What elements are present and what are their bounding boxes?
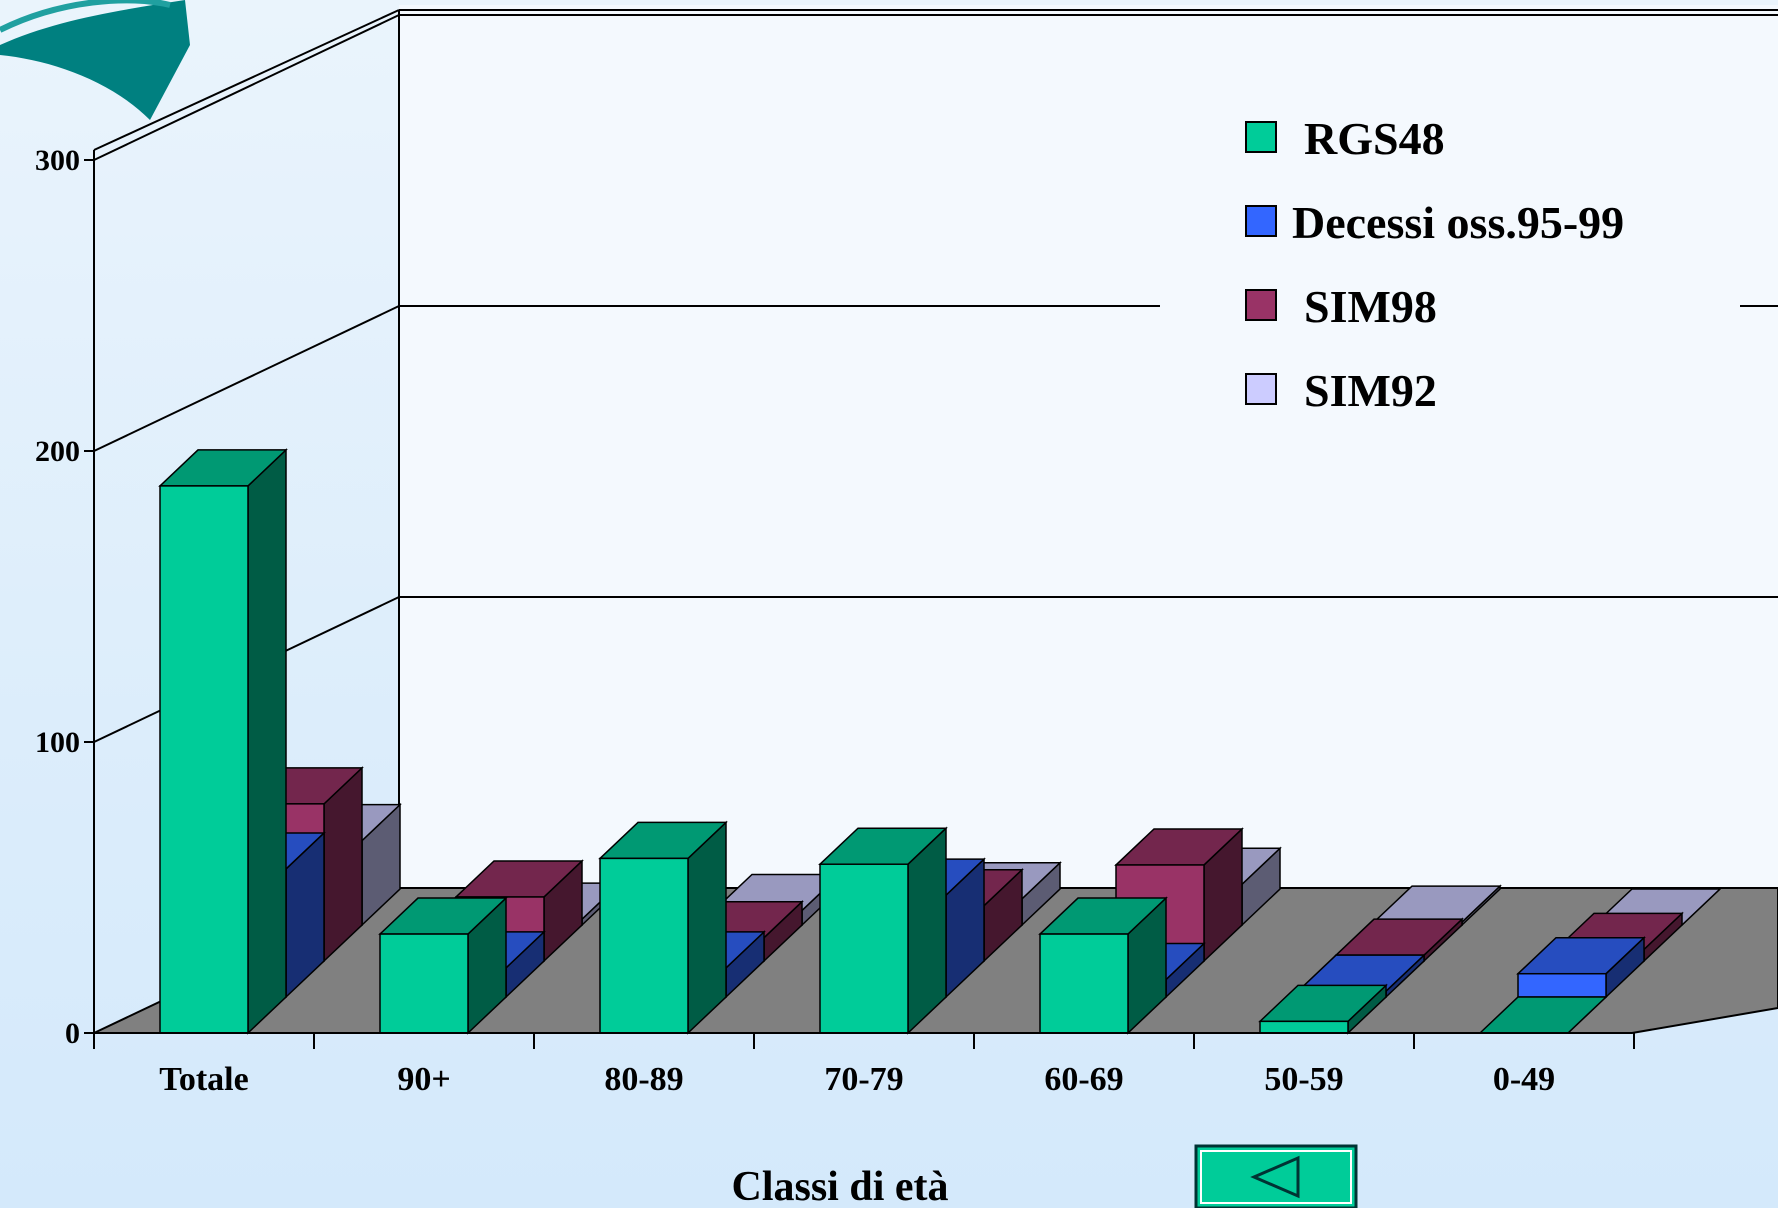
x-tick-label: 80-89	[604, 1061, 683, 1098]
x-tick-label: 50-59	[1264, 1061, 1343, 1098]
legend-swatch	[1245, 205, 1277, 237]
legend-item: SIM98	[1245, 281, 1437, 332]
chart-legend: RGS48 Decessi oss.95-99 SIM98 SIM92	[1160, 100, 1740, 430]
legend-swatch	[1245, 121, 1277, 153]
x-tick-label: 0-49	[1493, 1061, 1555, 1098]
bar-decessi-oss-95-99-0-49	[1516, 935, 1646, 999]
bar-rgs48-90-	[378, 896, 508, 1035]
decorative-arrow-highlight	[0, 0, 171, 33]
y-tick-label: 300	[35, 144, 80, 177]
legend-item: Decessi oss.95-99	[1245, 197, 1624, 248]
chart-bars	[158, 448, 1722, 1035]
legend-label: Decessi oss.95-99	[1292, 197, 1624, 248]
x-tick-label: 60-69	[1044, 1061, 1123, 1098]
bar-rgs48-70-79	[818, 826, 948, 1035]
bar-rgs48-50-59	[1258, 983, 1388, 1035]
legend-label: SIM98	[1304, 281, 1437, 332]
y-tick-label: 0	[65, 1017, 80, 1050]
y-tick-label: 100	[35, 726, 80, 759]
x-tick-label: Totale	[159, 1061, 248, 1098]
bar-rgs48-60-69	[1038, 896, 1168, 1035]
legend-item: RGS48	[1245, 113, 1445, 164]
legend-label: RGS48	[1304, 113, 1445, 164]
x-tick-label: 90+	[397, 1061, 450, 1098]
x-tick-label: 70-79	[824, 1061, 903, 1098]
decorative-arrow-icon	[0, 0, 190, 120]
bar-rgs48-totale	[158, 448, 288, 1035]
back-button[interactable]	[1194, 1144, 1358, 1208]
chart-axes: 0 100 200 300 Totale 90+ 80-89 70-79 60-69 50-59 0…	[35, 144, 1635, 1098]
triangle-left-icon	[1250, 1155, 1300, 1199]
legend-swatch	[1245, 373, 1277, 405]
bar-rgs48-80-89	[598, 820, 728, 1035]
legend-label: SIM92	[1304, 365, 1437, 416]
legend-swatch	[1245, 289, 1277, 321]
x-axis-title: Classi di età	[731, 1164, 948, 1208]
y-tick-label: 200	[35, 435, 80, 468]
legend-item: SIM92	[1245, 365, 1437, 416]
